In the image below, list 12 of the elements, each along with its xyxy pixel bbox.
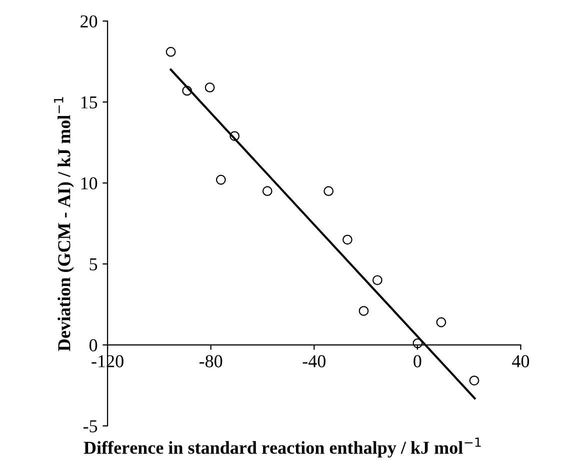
y-tick-label: 15 <box>81 96 98 108</box>
x-tick-label: -40 <box>302 355 326 368</box>
y-axis-title: Deviation (GCM - AI) / kJ mol$^{−1}$ <box>54 97 74 352</box>
y-tick-label: -5 <box>83 420 98 432</box>
y-tick-label: 0 <box>89 339 98 352</box>
x-axis-title: Difference in standard reaction enthalpy / kJ mol$^{−1}$ <box>84 438 481 458</box>
y-tick-label: 10 <box>81 177 98 190</box>
x-tick-label: -80 <box>199 355 222 368</box>
y-tick-label: 20 <box>80 15 98 28</box>
x-tick-label: 0 <box>414 355 422 368</box>
x-tick-label: 40 <box>512 355 530 368</box>
y-tick-label: 5 <box>90 258 98 270</box>
